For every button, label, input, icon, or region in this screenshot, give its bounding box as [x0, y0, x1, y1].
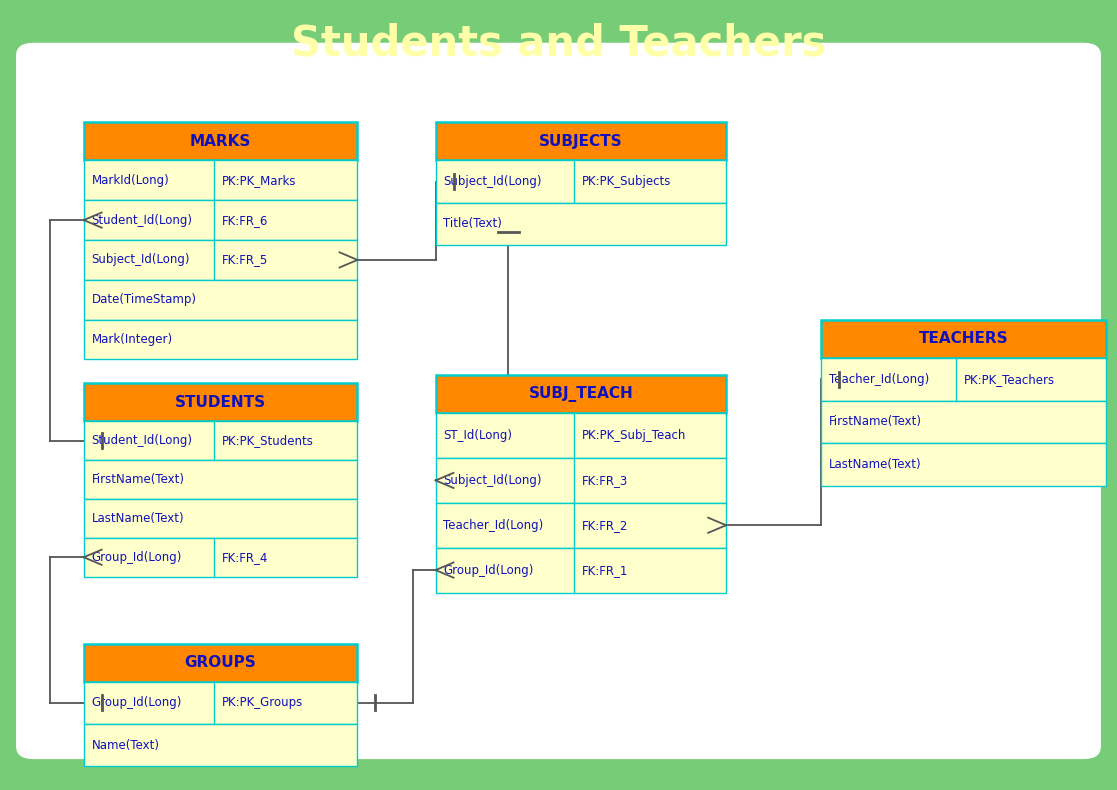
Text: MARKS: MARKS — [190, 134, 251, 149]
Text: GROUPS: GROUPS — [184, 656, 257, 670]
Text: SUBJECTS: SUBJECTS — [540, 134, 622, 149]
Text: Subject_Id(Long): Subject_Id(Long) — [443, 474, 542, 487]
FancyBboxPatch shape — [821, 443, 1106, 486]
FancyBboxPatch shape — [436, 160, 726, 203]
Text: ST_Id(Long): ST_Id(Long) — [443, 429, 513, 442]
Text: Group_Id(Long): Group_Id(Long) — [92, 697, 182, 709]
FancyBboxPatch shape — [821, 358, 1106, 401]
FancyBboxPatch shape — [84, 421, 357, 460]
FancyBboxPatch shape — [436, 203, 726, 245]
FancyBboxPatch shape — [821, 401, 1106, 443]
Text: Title(Text): Title(Text) — [443, 217, 503, 230]
Text: PK:PK_Groups: PK:PK_Groups — [221, 697, 303, 709]
FancyBboxPatch shape — [436, 502, 726, 547]
FancyBboxPatch shape — [84, 320, 357, 359]
Text: FK:FR_3: FK:FR_3 — [582, 474, 628, 487]
Text: Student_Id(Long): Student_Id(Long) — [92, 213, 192, 227]
Text: SUBJ_TEACH: SUBJ_TEACH — [528, 386, 633, 402]
FancyBboxPatch shape — [821, 320, 1106, 358]
Text: LastName(Text): LastName(Text) — [829, 458, 922, 471]
Text: TEACHERS: TEACHERS — [918, 332, 1009, 346]
Text: STUDENTS: STUDENTS — [175, 395, 266, 409]
Text: FK:FR_2: FK:FR_2 — [582, 519, 628, 532]
Text: PK:PK_Students: PK:PK_Students — [221, 434, 314, 447]
Text: Subject_Id(Long): Subject_Id(Long) — [92, 254, 190, 266]
FancyBboxPatch shape — [84, 682, 357, 724]
FancyBboxPatch shape — [84, 280, 357, 320]
Text: FirstName(Text): FirstName(Text) — [829, 416, 922, 428]
Text: MarkId(Long): MarkId(Long) — [92, 174, 170, 186]
Text: Teacher_Id(Long): Teacher_Id(Long) — [443, 519, 544, 532]
Text: PK:PK_Subj_Teach: PK:PK_Subj_Teach — [582, 429, 686, 442]
Text: FK:FR_6: FK:FR_6 — [221, 213, 268, 227]
Text: PK:PK_Subjects: PK:PK_Subjects — [582, 175, 671, 188]
Text: Teacher_Id(Long): Teacher_Id(Long) — [829, 373, 929, 386]
FancyBboxPatch shape — [436, 547, 726, 592]
Text: FK:FR_5: FK:FR_5 — [221, 254, 268, 266]
Text: Group_Id(Long): Group_Id(Long) — [443, 563, 534, 577]
Text: Students and Teachers: Students and Teachers — [290, 22, 827, 65]
FancyBboxPatch shape — [84, 160, 357, 200]
FancyBboxPatch shape — [84, 538, 357, 577]
FancyBboxPatch shape — [436, 122, 726, 160]
FancyBboxPatch shape — [436, 413, 726, 458]
Text: Mark(Integer): Mark(Integer) — [92, 333, 173, 346]
FancyBboxPatch shape — [84, 724, 357, 766]
Text: Name(Text): Name(Text) — [92, 739, 160, 751]
Text: Subject_Id(Long): Subject_Id(Long) — [443, 175, 542, 188]
FancyBboxPatch shape — [436, 458, 726, 502]
FancyBboxPatch shape — [84, 383, 357, 421]
Text: Group_Id(Long): Group_Id(Long) — [92, 551, 182, 564]
FancyBboxPatch shape — [84, 499, 357, 538]
Text: PK:PK_Marks: PK:PK_Marks — [221, 174, 296, 186]
FancyBboxPatch shape — [84, 200, 357, 240]
Text: Date(TimeStamp): Date(TimeStamp) — [92, 293, 197, 307]
Text: LastName(Text): LastName(Text) — [92, 512, 184, 525]
FancyBboxPatch shape — [84, 122, 357, 160]
FancyBboxPatch shape — [84, 460, 357, 499]
FancyBboxPatch shape — [436, 375, 726, 413]
Text: FK:FR_4: FK:FR_4 — [221, 551, 268, 564]
FancyBboxPatch shape — [17, 43, 1100, 758]
Text: FirstName(Text): FirstName(Text) — [92, 473, 184, 486]
Text: FK:FR_1: FK:FR_1 — [582, 563, 628, 577]
Text: PK:PK_Teachers: PK:PK_Teachers — [964, 373, 1056, 386]
FancyBboxPatch shape — [84, 240, 357, 280]
FancyBboxPatch shape — [84, 644, 357, 682]
Text: Student_Id(Long): Student_Id(Long) — [92, 434, 192, 447]
